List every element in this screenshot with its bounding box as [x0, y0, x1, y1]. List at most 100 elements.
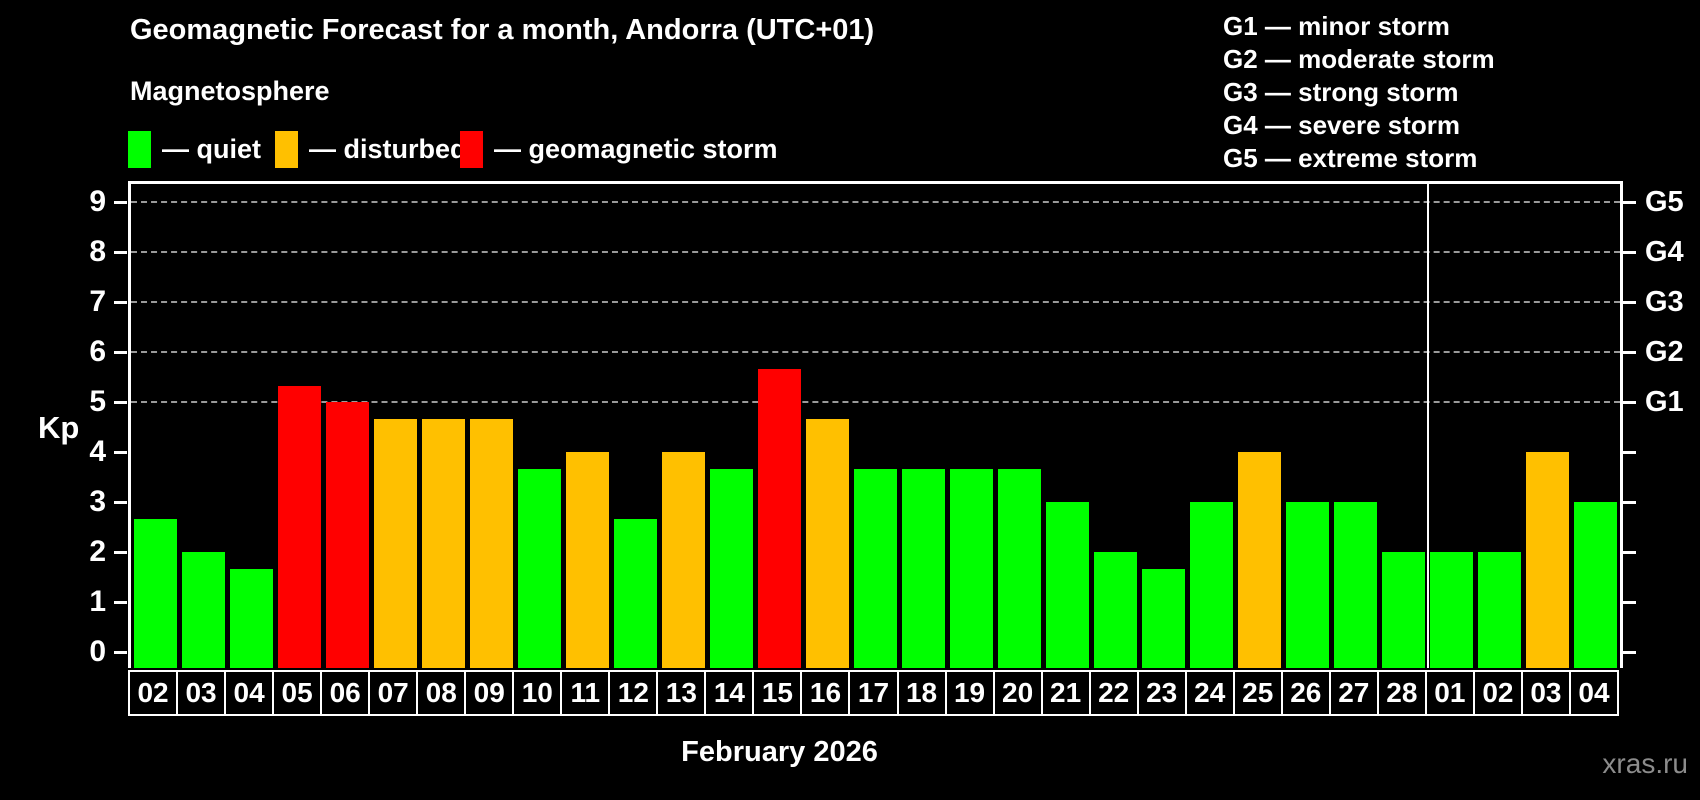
y-axis-tick-right: [1623, 501, 1636, 504]
date-cell-17: 19: [944, 670, 995, 716]
date-cell-27: 01: [1424, 670, 1475, 716]
g-scale-label-g4: G4: [1645, 236, 1684, 268]
date-cell-21: 23: [1136, 670, 1187, 716]
bar-day-08: [421, 418, 465, 668]
y-axis-tick-label: 9: [89, 185, 106, 218]
bar-day-18: [902, 468, 946, 668]
bar-day-05: [277, 385, 321, 668]
date-cell-3: 05: [272, 670, 323, 716]
legend-item-quiet: — quiet: [128, 130, 261, 168]
y-axis-tick-left: [114, 201, 127, 204]
y-axis-tick-left: [114, 301, 127, 304]
y-axis-tick-left: [114, 251, 127, 254]
date-cell-9: 11: [560, 670, 611, 716]
bar-day-16: [805, 418, 849, 668]
bar-day-22: [1094, 552, 1138, 668]
date-cell-15: 17: [848, 670, 899, 716]
g-scale-legend: G1 — minor storm G2 — moderate storm G3 …: [1223, 10, 1495, 175]
bar-day-25: [1238, 452, 1282, 668]
legend-item-label: — quiet: [162, 133, 261, 164]
date-cell-10: 12: [608, 670, 659, 716]
g-scale-label-g3: G3: [1645, 286, 1684, 318]
bar-day-12: [613, 518, 657, 668]
date-cell-23: 25: [1232, 670, 1283, 716]
g-legend-line-g2: G2 — moderate storm: [1223, 44, 1495, 74]
legend-item-disturbed: — disturbed: [275, 130, 467, 168]
gridline-kp8: [131, 251, 1620, 253]
y-axis-tick-left: [114, 551, 127, 554]
y-axis-title: Kp: [38, 410, 80, 445]
date-cell-11: 13: [656, 670, 707, 716]
date-cell-2: 04: [224, 670, 275, 716]
bar-day-24: [1190, 502, 1234, 668]
bar-day-04: [229, 568, 273, 668]
watermark: xras.ru: [1602, 748, 1688, 779]
y-axis-tick-right: [1623, 451, 1636, 454]
y-axis-tick-label: 2: [89, 535, 106, 568]
bar-day-07: [373, 418, 417, 668]
bar-day-02: [133, 518, 177, 668]
gridline-kp5: [131, 401, 1620, 403]
y-axis-tick-left: [114, 401, 127, 404]
date-cell-5: 07: [368, 670, 419, 716]
y-axis-tick-left: [114, 451, 127, 454]
chart-subtitle: Magnetosphere: [130, 76, 330, 106]
bar-day-01: [1430, 552, 1474, 668]
y-axis-tick-label: 1: [89, 585, 106, 618]
y-axis-tick-label: 5: [89, 385, 106, 418]
x-axis-month-label: February 2026: [681, 736, 878, 768]
gridline-kp6: [131, 351, 1620, 353]
gridline-kp7: [131, 301, 1620, 303]
y-axis-tick-right: [1623, 401, 1636, 404]
date-cell-4: 06: [320, 670, 371, 716]
bar-day-02: [1478, 552, 1522, 668]
bar-day-20: [998, 468, 1042, 668]
bar-day-17: [854, 468, 897, 668]
date-cell-29: 03: [1520, 670, 1571, 716]
date-cell-14: 16: [800, 670, 851, 716]
date-cell-24: 26: [1280, 670, 1331, 716]
date-cell-8: 10: [512, 670, 563, 716]
bar-day-23: [1142, 568, 1186, 668]
g-legend-line-g5: G5 — extreme storm: [1223, 143, 1478, 173]
date-cell-0: 02: [128, 670, 179, 716]
y-axis-tick-label: 6: [89, 335, 106, 368]
date-cell-6: 08: [416, 670, 467, 716]
bar-day-03: [1526, 452, 1570, 668]
date-cell-28: 02: [1472, 670, 1523, 716]
date-cell-25: 27: [1328, 670, 1379, 716]
y-axis-tick-right: [1623, 251, 1636, 254]
y-axis-tick-right: [1623, 301, 1636, 304]
y-axis-tick-right: [1623, 601, 1636, 604]
g-scale-label-g2: G2: [1645, 336, 1684, 368]
bar-day-19: [950, 468, 994, 668]
g-legend-line-g3: G3 — strong storm: [1223, 77, 1459, 107]
bar-day-10: [517, 468, 561, 668]
date-cell-19: 21: [1040, 670, 1091, 716]
bar-day-04: [1574, 502, 1618, 668]
chart-plot-area: [131, 184, 1620, 668]
y-axis-tick-left: [114, 601, 127, 604]
y-axis-tick-right: [1623, 551, 1636, 554]
bar-day-11: [565, 452, 609, 668]
gridline-kp9: [131, 201, 1620, 203]
bar-day-21: [1046, 502, 1090, 668]
date-cell-1: 03: [176, 670, 227, 716]
bar-day-09: [469, 418, 513, 668]
bar-day-28: [1382, 552, 1426, 668]
disturbed-color-swatch: [275, 130, 298, 168]
y-axis-tick-label: 3: [89, 485, 106, 518]
y-axis-tick-left: [114, 651, 127, 654]
page-title: Geomagnetic Forecast for a month, Andorr…: [130, 14, 875, 46]
bar-day-15: [757, 368, 801, 668]
legend-item-label: — geomagnetic storm: [494, 133, 778, 164]
y-axis-tick-label: 4: [89, 435, 106, 468]
y-axis-tick-right: [1623, 351, 1636, 354]
bar-day-13: [661, 452, 705, 668]
date-cell-7: 09: [464, 670, 515, 716]
legend-item-label: — disturbed: [309, 133, 467, 164]
storm-color-swatch: [460, 130, 483, 168]
date-cell-20: 22: [1088, 670, 1139, 716]
date-cell-26: 28: [1376, 670, 1427, 716]
